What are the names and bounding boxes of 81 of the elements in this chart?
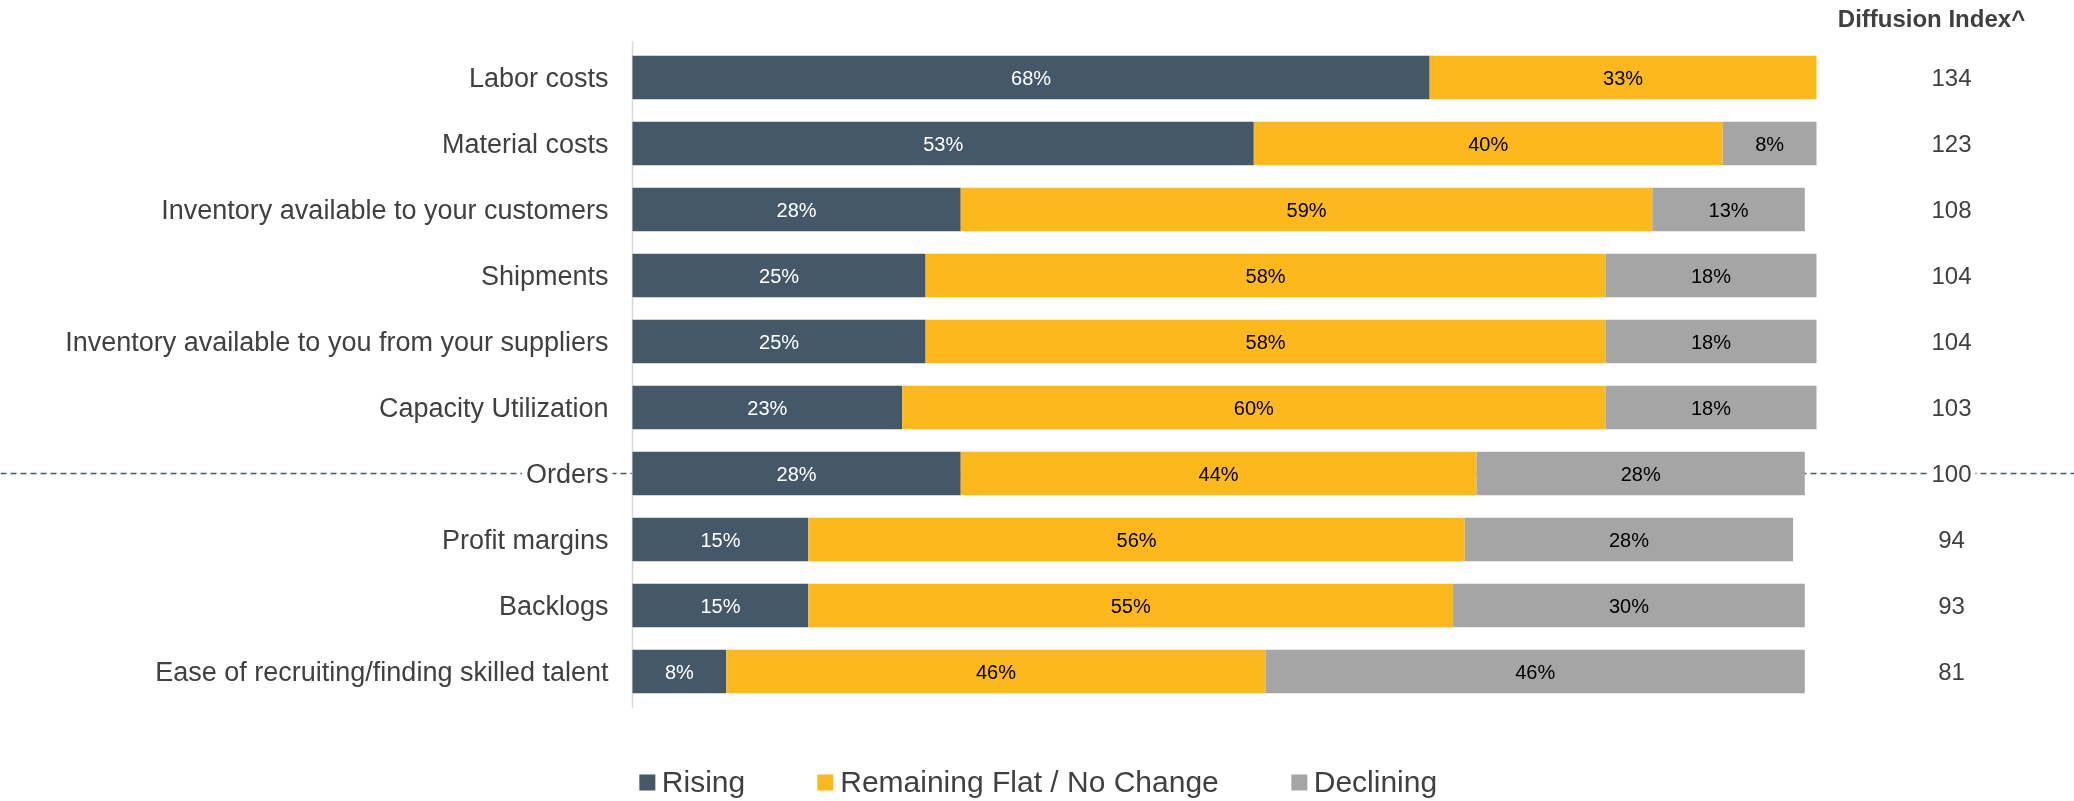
data-label: 28% xyxy=(1608,528,1650,551)
y-tick-label: Shipments xyxy=(480,260,609,291)
data-label: 18% xyxy=(1690,264,1732,287)
y-tick-label: Capacity Utilization xyxy=(378,392,609,423)
text: 123 xyxy=(1931,130,1972,157)
data-label: 8% xyxy=(664,660,695,683)
bar xyxy=(632,55,1430,100)
bar xyxy=(632,121,1254,166)
data-label: 40% xyxy=(1468,132,1509,155)
bar xyxy=(1605,253,1817,298)
data-label: 68% xyxy=(1011,66,1052,89)
bar xyxy=(1605,319,1817,364)
bar xyxy=(632,517,809,562)
data-label: 56% xyxy=(1116,528,1157,551)
data-label: 60% xyxy=(1233,396,1275,419)
bar xyxy=(1722,121,1817,166)
data-label: 46% xyxy=(975,660,1017,683)
data-label: 28% xyxy=(776,198,817,221)
bar xyxy=(902,385,1606,430)
bar xyxy=(1652,187,1805,232)
data-label: 59% xyxy=(1286,198,1327,221)
data-label: 58% xyxy=(1245,330,1286,353)
bar xyxy=(1429,55,1817,100)
bar xyxy=(1605,385,1817,430)
data-label: 44% xyxy=(1198,462,1239,485)
y-tick-label: Backlogs xyxy=(498,590,609,621)
y-tick-label: Inventory available to you from your suppliers xyxy=(65,326,609,357)
text: 100 xyxy=(1931,460,1972,487)
data-label: 13% xyxy=(1708,198,1749,221)
data-label: 55% xyxy=(1110,594,1151,617)
bar xyxy=(1476,451,1805,496)
y-tick-label: Labor costs xyxy=(468,62,609,93)
data-label: 28% xyxy=(1620,462,1661,485)
bar xyxy=(1265,649,1805,694)
data-label: 30% xyxy=(1608,594,1650,617)
text: 104 xyxy=(1931,262,1972,289)
bar xyxy=(960,187,1653,232)
bar xyxy=(1453,583,1805,628)
bar xyxy=(632,385,903,430)
bar xyxy=(960,451,1477,496)
bar xyxy=(808,517,1465,562)
text: 104 xyxy=(1931,328,1972,355)
bar xyxy=(632,319,926,364)
data-label: 53% xyxy=(923,132,964,155)
data-label: 25% xyxy=(759,264,800,287)
bar xyxy=(1464,517,1794,562)
data-label: 46% xyxy=(1515,660,1556,683)
legend-label: Remaining Flat / No Change xyxy=(840,765,1219,799)
y-tick-label: Ease of recruiting/finding skilled talent xyxy=(155,656,609,687)
bar xyxy=(632,649,727,694)
data-label: 25% xyxy=(759,330,800,353)
bar xyxy=(632,187,961,232)
data-label: 33% xyxy=(1603,66,1644,89)
data-label: 15% xyxy=(700,528,741,551)
data-label: 23% xyxy=(747,396,788,419)
text: 103 xyxy=(1931,394,1972,421)
data-label: 18% xyxy=(1690,396,1732,419)
data-label: 28% xyxy=(776,462,817,485)
bar xyxy=(925,319,1606,364)
data-label: 18% xyxy=(1690,330,1732,353)
y-tick-label: Orders xyxy=(525,458,609,489)
y-tick-label: Profit margins xyxy=(441,524,609,555)
legend-label: Declining xyxy=(1313,765,1438,799)
text: 108 xyxy=(1931,196,1972,223)
text: Diffusion Index^ xyxy=(1837,5,2026,32)
data-label: 58% xyxy=(1245,264,1286,287)
text: 134 xyxy=(1931,64,1972,91)
bar xyxy=(632,583,809,628)
bar xyxy=(1253,121,1723,166)
y-tick-label: Material costs xyxy=(441,128,609,159)
text: 81 xyxy=(1938,658,1965,685)
data-label: 8% xyxy=(1755,132,1785,155)
text: 94 xyxy=(1938,526,1965,553)
data-label: 15% xyxy=(700,594,741,617)
legend-label: Rising xyxy=(661,765,746,799)
bar xyxy=(808,583,1454,628)
bar xyxy=(632,253,926,298)
bar xyxy=(925,253,1606,298)
text: 93 xyxy=(1938,592,1965,619)
y-tick-label: Inventory available to your customers xyxy=(161,194,609,225)
bar xyxy=(726,649,1266,694)
